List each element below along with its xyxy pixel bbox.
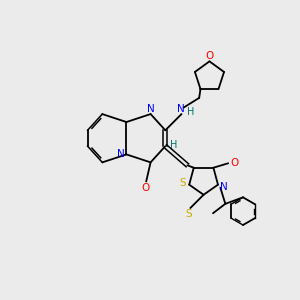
Text: H: H [170, 140, 177, 150]
Text: N: N [117, 149, 125, 159]
Text: N: N [177, 104, 185, 114]
Text: S: S [186, 209, 192, 220]
Text: N: N [147, 104, 154, 114]
Text: N: N [220, 182, 228, 192]
Text: O: O [206, 51, 214, 61]
Text: O: O [142, 183, 150, 193]
Text: O: O [230, 158, 239, 168]
Text: H: H [187, 107, 195, 117]
Text: S: S [179, 178, 186, 188]
